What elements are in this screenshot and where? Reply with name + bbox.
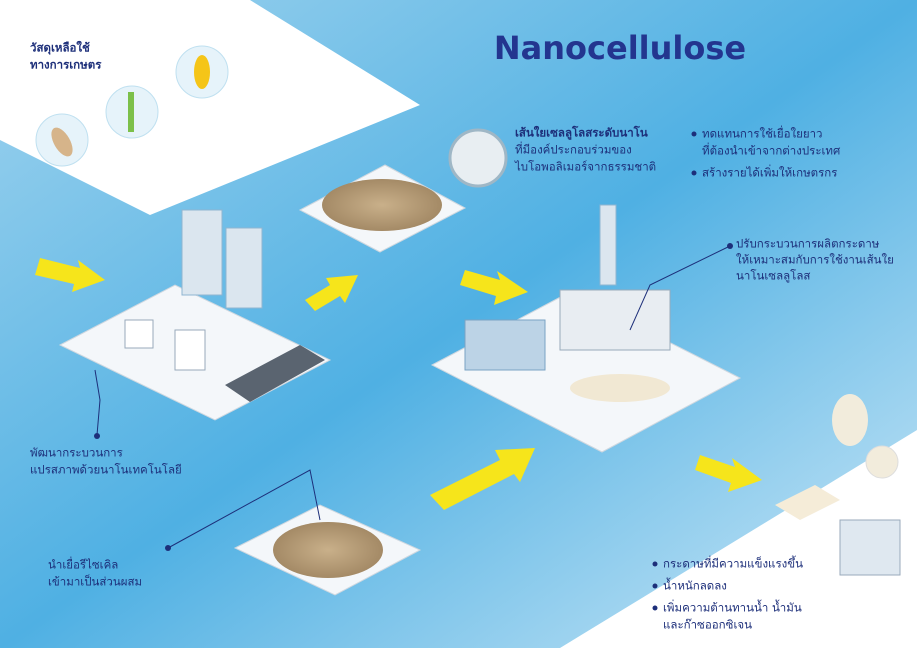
label: ให้เหมาะสมกับการใช้งานเส้นใย [736, 253, 894, 267]
bullet [653, 584, 658, 589]
nanocellulose-pile [322, 179, 442, 231]
bullet [692, 171, 697, 176]
packaging [840, 520, 900, 575]
label: ทางการเกษตร [30, 58, 102, 72]
icon-corn [194, 55, 210, 89]
connector-dot [727, 243, 733, 249]
icon-sugarcane [128, 92, 134, 132]
bullet [692, 132, 697, 137]
connector-dot [165, 545, 171, 551]
label: ไบโอพอลิเมอร์จากธรรมชาติ [514, 160, 656, 174]
bullet-text: กระดาษที่มีความแข็งแรงขึ้น [663, 556, 803, 571]
machine [465, 320, 545, 370]
label: แปรสภาพด้วยนาโนเทคโนโลยี [30, 463, 182, 477]
label: พัฒนากระบวนการ [30, 446, 123, 460]
label: นาโนเซลลูโลส [736, 269, 810, 283]
silo [182, 210, 222, 295]
bullet-text: น้ำหนักลดลง [663, 578, 727, 593]
bullet [653, 606, 658, 611]
recycled-pulp-pile [273, 522, 383, 578]
microscope-view [450, 130, 506, 186]
bullet-text: สร้างรายได้เพิ่มให้เกษตรกร [702, 165, 837, 180]
infographic: Nanocellulose วัสดุเหลือใช้ ทางการเกษตร … [0, 0, 917, 648]
bullet-text: เพิ่มความต้านทานน้ำ น้ำมัน [663, 600, 802, 615]
label: ที่มีองค์ประกอบร่วมของ [515, 142, 632, 157]
label: เข้ามาเป็นส่วนผสม [48, 574, 142, 589]
bullet-text: ทดแทนการใช้เยื่อใยยาว [702, 126, 823, 141]
bullet [653, 562, 658, 567]
bullet-text: ที่ต้องนำเข้าจากต่างประเทศ [702, 143, 841, 158]
title: Nanocellulose [494, 29, 746, 67]
label: วัสดุเหลือใช้ [30, 41, 90, 56]
silo [226, 228, 262, 308]
label: ปรับกระบวนการผลิตกระดาษ [736, 237, 880, 251]
heading: เส้นใยเซลลูโลสระดับนาโน [515, 125, 648, 141]
paper-roll [866, 446, 898, 478]
server [125, 320, 153, 348]
connector-dot [94, 433, 100, 439]
paper-roll [832, 394, 868, 446]
cyclone [600, 205, 616, 285]
machine [560, 290, 670, 350]
server [175, 330, 205, 370]
paper-roll [570, 374, 670, 402]
label: นำเยื่อรีไซเคิล [48, 557, 118, 572]
bullet-text: และก๊าซออกซิเจน [663, 618, 752, 632]
